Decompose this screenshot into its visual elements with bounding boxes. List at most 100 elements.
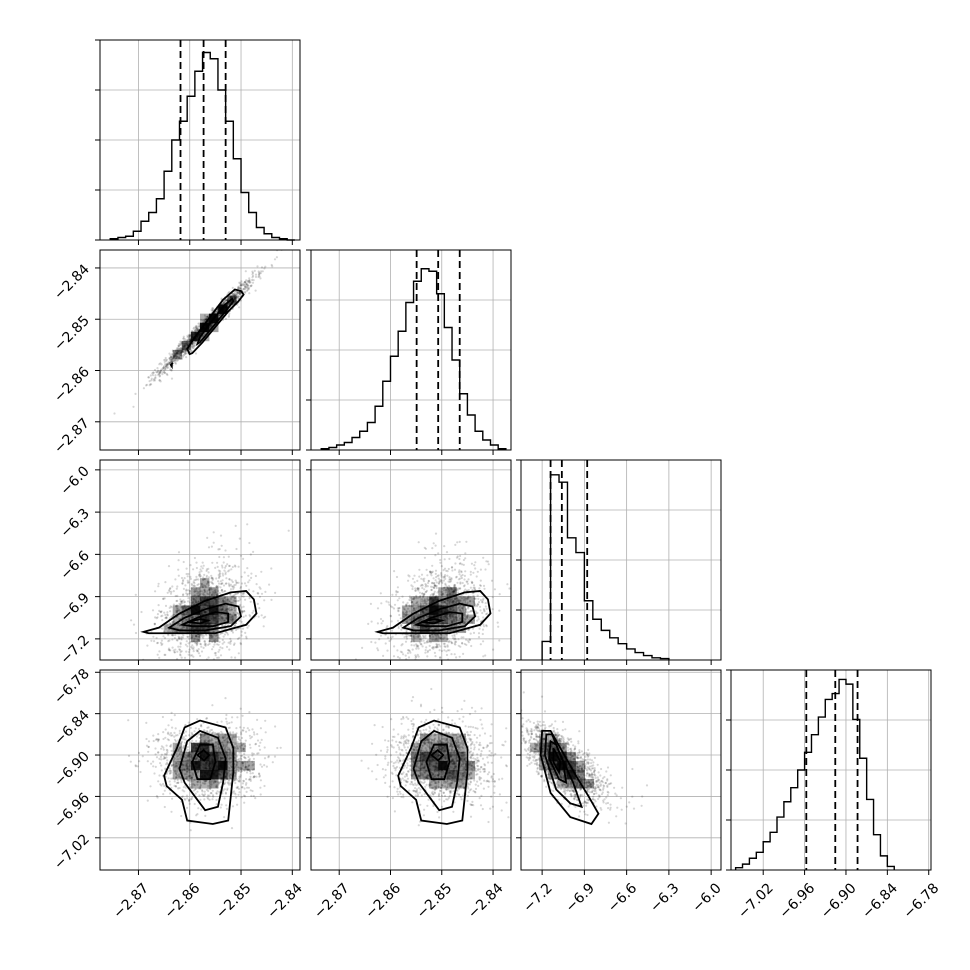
- sample-point: [461, 573, 464, 577]
- sample-point: [219, 654, 223, 657]
- sample-point: [415, 594, 418, 597]
- sample-point: [461, 608, 464, 611]
- sample-point: [181, 594, 185, 597]
- sample-point: [418, 634, 421, 638]
- sample-point: [461, 607, 464, 610]
- sample-point: [186, 594, 189, 597]
- sample-point: [176, 604, 179, 607]
- sample-point: [207, 593, 210, 596]
- sample-point: [466, 601, 469, 604]
- sample-point: [443, 545, 446, 548]
- sample-point: [476, 594, 479, 597]
- sample-point: [180, 656, 183, 659]
- sample-point: [214, 639, 217, 642]
- sample-point: [468, 610, 471, 613]
- sample-point: [175, 355, 179, 358]
- sample-point: [190, 344, 194, 347]
- sample-point: [445, 650, 448, 653]
- sample-point: [443, 601, 446, 604]
- sample-point: [163, 636, 167, 640]
- sample-point: [165, 372, 168, 376]
- sample-point: [195, 561, 198, 564]
- sample-point: [214, 654, 217, 657]
- sample-point: [209, 324, 212, 327]
- sample-point: [204, 591, 207, 594]
- sample-point: [453, 584, 456, 587]
- sample-point: [185, 589, 188, 592]
- sample-point: [168, 590, 171, 593]
- sample-point: [195, 327, 198, 330]
- sample-point: [442, 569, 445, 572]
- sample-point: [448, 649, 451, 652]
- sample-point: [254, 574, 257, 578]
- sample-point: [225, 298, 228, 301]
- sample-point: [229, 593, 232, 597]
- sample-point: [248, 597, 251, 600]
- sample-point: [472, 586, 475, 589]
- sample-point: [220, 297, 223, 300]
- sample-point: [234, 524, 237, 528]
- sample-point: [178, 350, 181, 354]
- sample-point: [498, 639, 501, 642]
- sample-point: [180, 354, 183, 357]
- sample-point: [230, 608, 233, 612]
- sample-point: [249, 778, 252, 781]
- sample-point: [197, 578, 200, 581]
- sample-point: [485, 625, 488, 628]
- sample-point: [209, 587, 212, 590]
- sample-point: [483, 609, 486, 612]
- sample-point: [247, 288, 250, 291]
- sample-point: [426, 655, 429, 658]
- sample-point: [444, 591, 448, 594]
- sample-point: [244, 270, 247, 273]
- sample-point: [161, 619, 164, 622]
- sample-point: [444, 600, 447, 603]
- sample-point: [202, 584, 205, 587]
- sample-point: [196, 592, 199, 595]
- sample-point: [177, 551, 181, 554]
- sample-point: [432, 577, 435, 580]
- density-cell: [181, 340, 192, 351]
- sample-point: [409, 596, 412, 599]
- sample-point: [158, 650, 161, 653]
- sample-point: [425, 646, 428, 649]
- sample-point: [454, 543, 457, 547]
- sample-point: [415, 607, 418, 610]
- sample-point: [193, 641, 197, 644]
- sample-point: [166, 363, 169, 366]
- sample-point: [473, 602, 476, 606]
- sample-point: [218, 555, 221, 559]
- sample-point: [245, 284, 248, 287]
- sample-point: [192, 585, 195, 588]
- sample-point: [476, 619, 479, 622]
- sample-point: [188, 334, 191, 338]
- sample-point: [233, 624, 236, 627]
- sample-point: [182, 736, 185, 739]
- sample-point: [196, 638, 199, 641]
- sample-point: [221, 591, 224, 594]
- sample-point: [179, 653, 182, 656]
- sample-point: [230, 579, 233, 582]
- sample-point: [158, 371, 161, 374]
- sample-point: [239, 283, 242, 286]
- sample-point: [174, 353, 177, 356]
- sample-point: [154, 377, 157, 380]
- sample-point: [227, 582, 230, 585]
- sample-point: [258, 272, 261, 275]
- sample-point: [234, 614, 237, 617]
- sample-point: [173, 651, 176, 654]
- sample-point: [239, 707, 242, 710]
- sample-point: [477, 632, 481, 635]
- sample-point: [456, 599, 459, 602]
- sample-point: [419, 643, 422, 646]
- sample-point: [198, 574, 201, 577]
- sample-point: [423, 641, 426, 645]
- sample-point: [463, 584, 466, 587]
- sample-point: [481, 628, 485, 631]
- sample-point: [225, 713, 228, 717]
- panel-0-0: [100, 40, 300, 240]
- sample-point: [431, 594, 435, 597]
- sample-point: [178, 609, 181, 613]
- sample-point: [224, 792, 227, 795]
- sample-point: [169, 605, 172, 608]
